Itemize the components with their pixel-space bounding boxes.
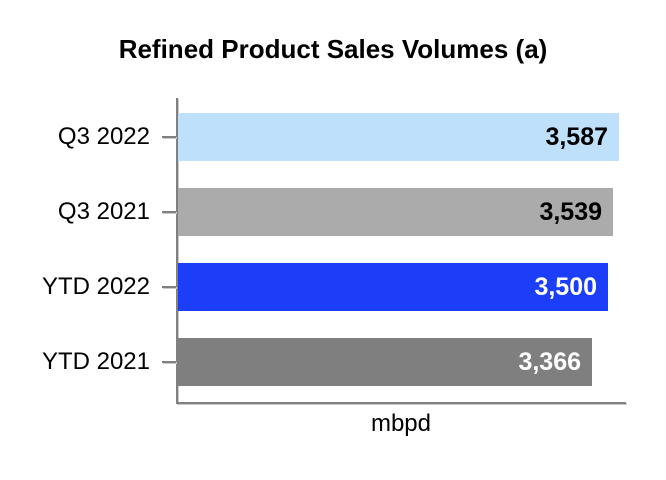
bar: 3,500 [178, 263, 608, 311]
x-axis-label: mbpd [370, 410, 432, 437]
bar: 3,366 [178, 338, 592, 386]
bar-value-label: 3,587 [545, 122, 608, 151]
axis-tick [162, 361, 176, 363]
category-label: YTD 2021 [41, 348, 150, 375]
x-axis-line [176, 402, 626, 404]
axis-tick [162, 211, 176, 213]
bar: 3,539 [178, 188, 613, 236]
category-label: YTD 2022 [41, 273, 150, 300]
category-label: Q3 2022 [57, 123, 150, 150]
bar-value-label: 3,366 [518, 347, 581, 376]
bar: 3,587 [178, 113, 619, 161]
category-label: Q3 2021 [57, 198, 150, 225]
axis-tick [162, 136, 176, 138]
bar-value-label: 3,500 [534, 272, 597, 301]
bar-value-label: 3,539 [539, 197, 602, 226]
axis-tick [162, 286, 176, 288]
y-axis-line [176, 98, 178, 404]
chart-title: Refined Product Sales Volumes (a) [118, 34, 548, 64]
